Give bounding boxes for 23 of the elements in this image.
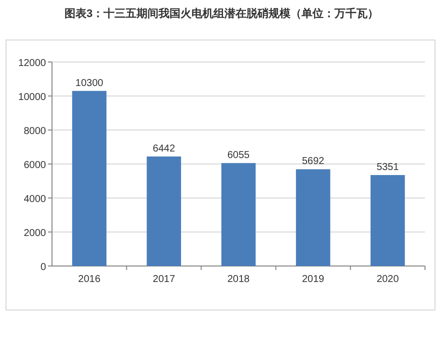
bar [296,169,330,266]
y-tick-label: 12000 [18,58,46,69]
y-tick-label: 6000 [24,160,46,171]
data-label: 10300 [75,78,104,89]
y-tick-label: 2000 [24,228,46,239]
data-label: 5692 [302,156,325,168]
y-tick-label: 4000 [24,194,46,205]
bar [370,175,405,266]
y-tick-label: 0 [40,262,46,273]
bar [221,163,256,266]
y-tick-label: 8000 [24,126,46,137]
x-tick-label: 2019 [302,274,325,285]
y-tick-label: 10000 [18,92,46,103]
data-label: 5351 [376,162,400,174]
bar [146,156,182,266]
data-label: 6442 [152,143,176,154]
bar [72,90,106,266]
x-tick-label: 2018 [227,274,250,285]
data-label: 6055 [227,150,250,162]
title: 图表3：十三五期间我国火电机组潜在脱硝规模（单位：万千瓦） [64,8,379,20]
x-tick-label: 2020 [376,274,400,285]
x-tick-label: 2017 [152,274,176,285]
x-tick-label: 2016 [78,274,101,285]
